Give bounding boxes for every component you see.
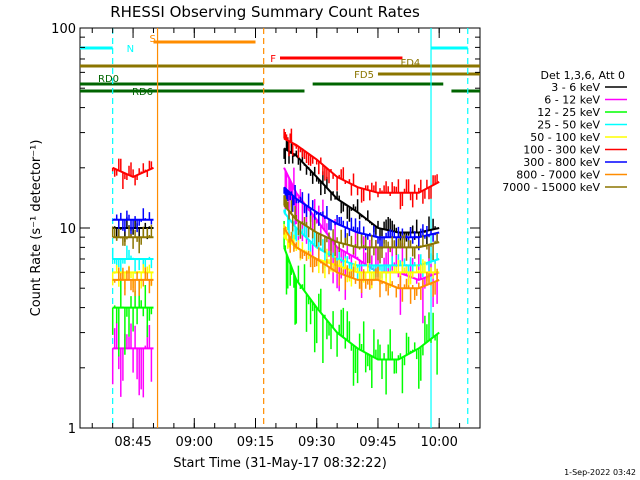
series-line xyxy=(112,137,440,194)
flag-label-rd0: RD0 xyxy=(98,74,119,85)
y-tick-label: 100 xyxy=(51,22,76,37)
series-noise xyxy=(111,167,438,398)
y-axis-label: Count Rate (s⁻¹ detector⁻¹) xyxy=(29,140,44,317)
series-noise xyxy=(111,226,438,304)
flag-label-fd4: FD4 xyxy=(400,58,420,69)
x-axis-label: Start Time (31-May-17 08:32:22) xyxy=(173,456,387,471)
y-axis: 1 10 100 xyxy=(51,22,480,437)
flag-label-rd6: RD6 xyxy=(132,87,153,98)
legend-title: Det 1,3,6, Att 0 xyxy=(541,69,625,82)
flag-label-n: N xyxy=(127,44,134,55)
series-noise xyxy=(111,221,438,395)
x-tick-label: 10:00 xyxy=(420,435,457,450)
series-2 xyxy=(111,221,440,395)
legend-label: 25 - 50 keV xyxy=(537,119,600,132)
flag-label-f: F xyxy=(270,54,276,65)
chart-title: RHESSI Observing Summary Count Rates xyxy=(110,3,420,21)
x-tick-label: 08:45 xyxy=(114,435,151,450)
series-8 xyxy=(111,195,440,264)
legend-label: 800 - 7000 keV xyxy=(516,169,600,182)
reference-lines xyxy=(112,28,469,428)
series-lines xyxy=(111,128,440,398)
legend-label: 3 - 6 keV xyxy=(551,81,600,94)
series-5 xyxy=(111,128,440,210)
flag-label-fd5: FD5 xyxy=(354,70,374,81)
series-noise xyxy=(111,195,438,264)
legend-label: 6 - 12 keV xyxy=(544,94,600,107)
x-axis: 08:45 09:00 09:15 09:30 09:45 10:00 xyxy=(91,28,461,450)
legend-label: 50 - 100 keV xyxy=(530,131,600,144)
series-7 xyxy=(111,226,440,304)
flag-bars: N S F FD4 FD5 RD0 RD6 xyxy=(80,34,480,98)
legend-label: 12 - 25 keV xyxy=(537,106,600,119)
x-tick-label: 09:00 xyxy=(176,435,213,450)
y-tick-label: 10 xyxy=(59,222,76,237)
legend-label: 7000 - 15000 keV xyxy=(502,181,600,194)
footer-date: 1-Sep-2022 03:42 xyxy=(564,468,636,477)
flag-label-s: S xyxy=(149,34,155,45)
series-noise xyxy=(111,185,438,251)
x-tick-label: 09:30 xyxy=(298,435,335,450)
series-noise xyxy=(111,128,438,210)
legend-label: 300 - 800 keV xyxy=(523,156,600,169)
y-tick-label: 1 xyxy=(68,422,76,437)
series-6 xyxy=(111,185,440,251)
legend-label: 100 - 300 keV xyxy=(523,144,600,157)
x-tick-label: 09:15 xyxy=(237,435,274,450)
x-tick-label: 09:45 xyxy=(359,435,396,450)
